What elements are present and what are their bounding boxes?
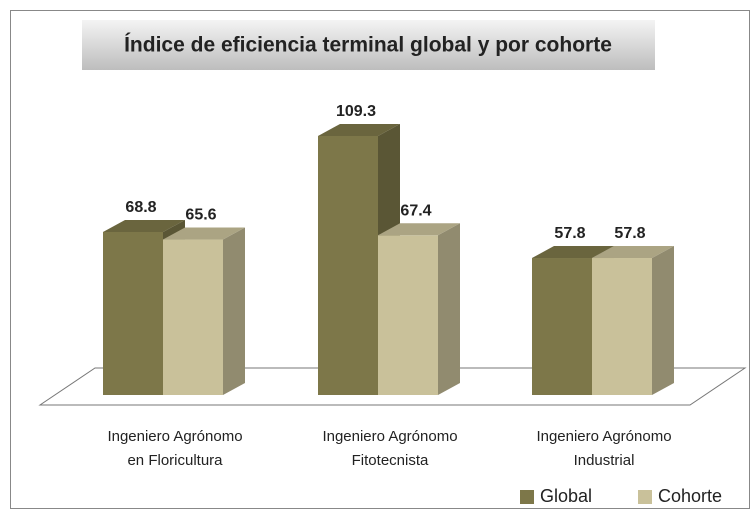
bar [532,258,592,395]
value-label: 109.3 [336,103,376,120]
bar [163,239,223,395]
legend-swatch [520,490,534,504]
bar-top [318,123,400,136]
x-tick-label: en Floricultura [127,452,223,469]
legend-label: Global [540,486,592,506]
bar-side [652,246,674,395]
bar-side [438,223,460,395]
bar-top [163,227,245,240]
bar [103,231,163,395]
x-tick-label: Industrial [574,452,635,469]
bar-top [532,246,614,259]
bar-side [223,227,245,395]
value-label: 67.4 [400,202,431,219]
x-tick-label: Fitotecnista [352,452,429,469]
value-label: 68.8 [125,199,156,216]
bar-top [592,246,674,259]
bar [378,235,438,395]
legend-swatch [638,490,652,504]
x-tick-label: Ingeniero Agrónomo [536,428,671,445]
value-label: 65.6 [185,207,216,224]
x-tick-label: Ingeniero Agrónomo [107,428,242,445]
value-label: 57.8 [614,225,645,242]
bar [318,135,378,396]
bar [592,258,652,395]
bar-top [103,219,185,232]
value-label: 57.8 [554,225,585,242]
title-box [82,20,655,70]
x-tick-label: Ingeniero Agrónomo [322,428,457,445]
chart-title: Índice de eficiencia terminal global y p… [124,34,612,57]
legend-label: Cohorte [658,486,722,506]
bar-top [378,223,460,236]
